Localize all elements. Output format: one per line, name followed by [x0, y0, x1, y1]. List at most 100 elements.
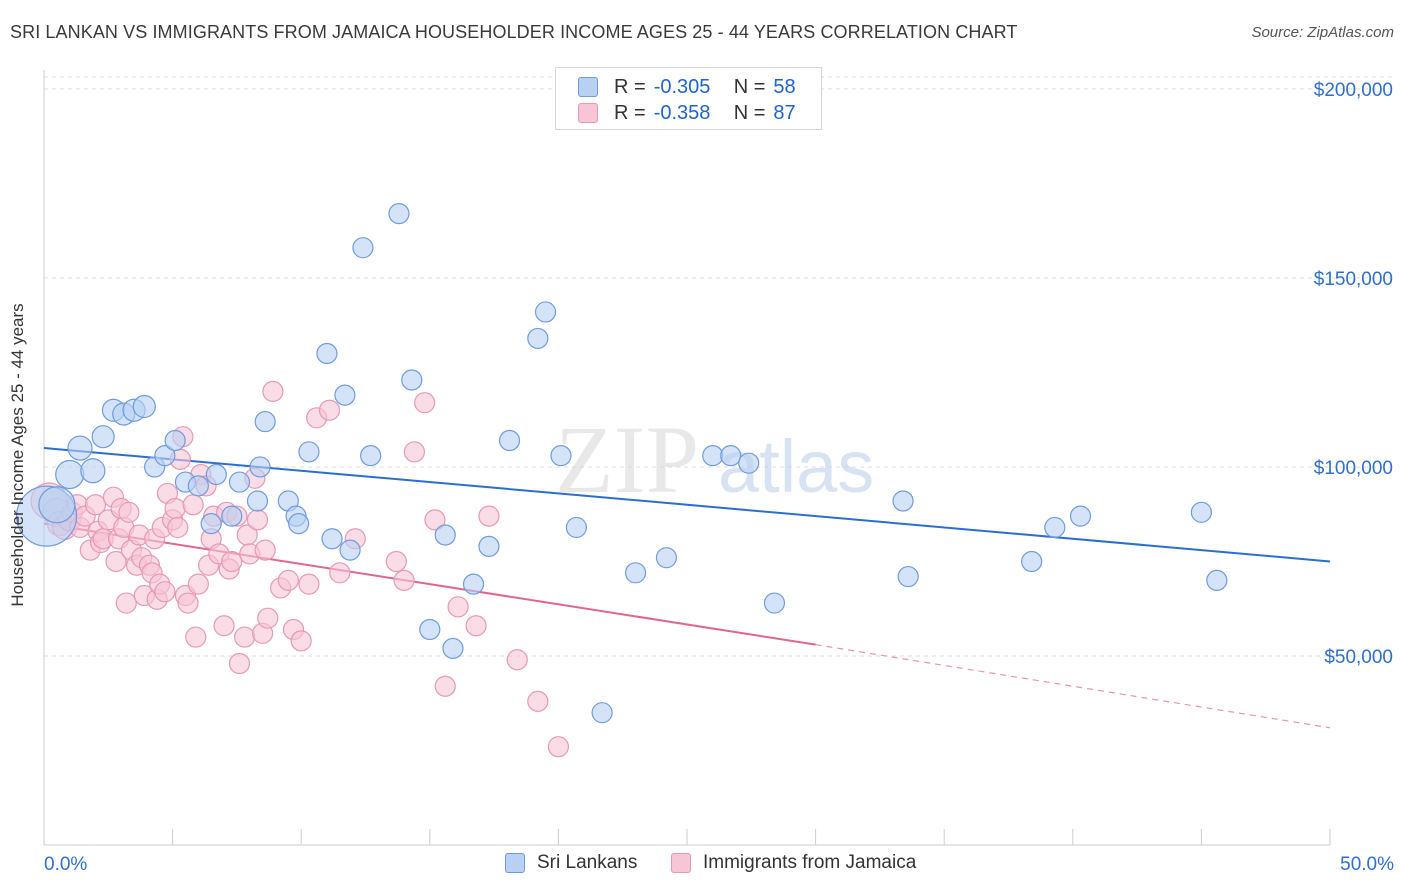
point-jamaica	[434, 675, 456, 697]
point-jamaica	[298, 573, 320, 595]
point-sri-lankan	[419, 618, 441, 641]
point-sri-lankan	[624, 562, 647, 584]
point-sri-lankan	[897, 565, 919, 588]
legend-label: Immigrants from Jamaica	[703, 852, 917, 873]
pink-swatch	[578, 103, 598, 123]
point-jamaica	[84, 494, 107, 516]
point-jamaica	[385, 550, 407, 573]
point-jamaica	[290, 630, 312, 652]
point-jamaica	[167, 516, 189, 539]
point-jamaica	[414, 392, 436, 414]
point-jamaica	[115, 592, 137, 614]
point-sri-lankan	[154, 445, 176, 467]
y-tick-label: $200,000	[1314, 80, 1393, 101]
point-sri-lankan	[720, 445, 742, 467]
point-sri-lankan	[38, 486, 76, 524]
point-jamaica	[164, 497, 186, 520]
legend-item-sri-lankans[interactable]: Sri Lankans	[505, 852, 637, 874]
point-jamaica	[182, 494, 204, 516]
chart-title: SRI LANKAN VS IMMIGRANTS FROM JAMAICA HO…	[10, 22, 1018, 42]
point-sri-lankan	[388, 203, 410, 225]
point-jamaica	[213, 615, 235, 637]
grid-lines	[44, 76, 1395, 657]
watermark-zip: ZIP	[555, 406, 699, 513]
point-jamaica	[118, 501, 140, 523]
point-sri-lankan	[702, 445, 724, 467]
point-jamaica	[547, 736, 570, 758]
point-jamaica	[254, 539, 276, 561]
point-jamaica	[329, 562, 351, 584]
point-sri-lankan	[434, 524, 456, 546]
point-sri-lankan	[401, 369, 423, 391]
legend-row-jamaica: R = -0.358 N = 87	[578, 101, 796, 125]
point-jamaica	[221, 550, 243, 573]
point-sri-lankan	[527, 327, 549, 350]
r-value: -0.358	[653, 101, 711, 124]
point-sri-lankan	[442, 637, 464, 660]
n-label: N =	[733, 101, 766, 124]
point-jamaica	[177, 592, 199, 614]
point-sri-lankan	[187, 475, 209, 497]
point-sri-lankan	[91, 425, 115, 449]
legend-item-jamaica[interactable]: Immigrants from Jamaica	[671, 852, 916, 874]
point-sri-lankan	[591, 702, 613, 724]
blue-swatch	[505, 853, 525, 873]
point-jamaica	[234, 626, 256, 648]
point-jamaica	[447, 596, 469, 618]
y-tick-label: $100,000	[1314, 458, 1393, 479]
y-tick-label: $150,000	[1314, 269, 1393, 290]
point-jamaica	[393, 569, 415, 591]
point-jamaica	[185, 626, 207, 648]
point-sri-lankan	[565, 516, 588, 539]
point-sri-lankan	[478, 535, 500, 557]
point-sri-lankan	[352, 237, 374, 259]
point-sri-lankan	[205, 463, 227, 486]
point-sri-lankan	[164, 429, 186, 452]
series-legend: Sri Lankans Immigrants from Jamaica	[0, 852, 1406, 876]
r-value: -0.305	[653, 75, 711, 98]
point-jamaica	[465, 615, 487, 637]
point-sri-lankan	[360, 445, 382, 467]
point-sri-lankan	[249, 456, 271, 478]
point-sri-lankan	[738, 452, 760, 474]
blue-swatch	[578, 77, 598, 97]
axes	[43, 70, 1331, 846]
point-jamaica	[403, 441, 425, 463]
point-jamaica	[262, 380, 284, 402]
r-label: R =	[614, 101, 646, 124]
trend-line-extension-1	[815, 644, 1331, 729]
point-sri-lankan	[80, 458, 106, 484]
point-sri-lankan	[462, 573, 485, 595]
point-sri-lankan	[298, 441, 320, 463]
point-jamaica	[154, 581, 176, 603]
point-jamaica	[424, 509, 446, 531]
point-sri-lankan	[763, 592, 786, 614]
point-jamaica	[228, 652, 251, 675]
pink-swatch	[671, 853, 691, 873]
x-tick-labels: 0.0% 50.0%	[44, 854, 1394, 875]
point-sri-lankan	[339, 539, 361, 561]
data-points	[15, 203, 1228, 758]
x-tick-label-min: 0.0%	[44, 854, 87, 875]
y-tick-labels: $50,000 $100,000 $150,000 $200,000	[1314, 80, 1393, 668]
point-jamaica	[187, 573, 209, 595]
point-sri-lankan	[288, 513, 310, 535]
point-jamaica	[105, 550, 127, 573]
point-sri-lankan	[200, 513, 222, 535]
point-sri-lankan	[534, 301, 557, 323]
point-sri-lankan	[892, 490, 914, 512]
x-tick-label-max: 50.0%	[1340, 854, 1394, 875]
point-sri-lankan	[321, 528, 343, 550]
point-jamaica	[257, 607, 279, 629]
point-sri-lankan	[1021, 550, 1043, 573]
point-sri-lankan	[1044, 516, 1066, 539]
point-sri-lankan	[254, 410, 276, 433]
point-sri-lankan	[55, 459, 85, 490]
point-jamaica	[478, 505, 500, 527]
point-sri-lankan	[221, 505, 243, 527]
point-sri-lankan	[67, 435, 93, 461]
point-jamaica	[506, 649, 528, 671]
point-sri-lankan	[1206, 569, 1228, 591]
source-label: Source: ZipAtlas.com	[1251, 24, 1394, 41]
